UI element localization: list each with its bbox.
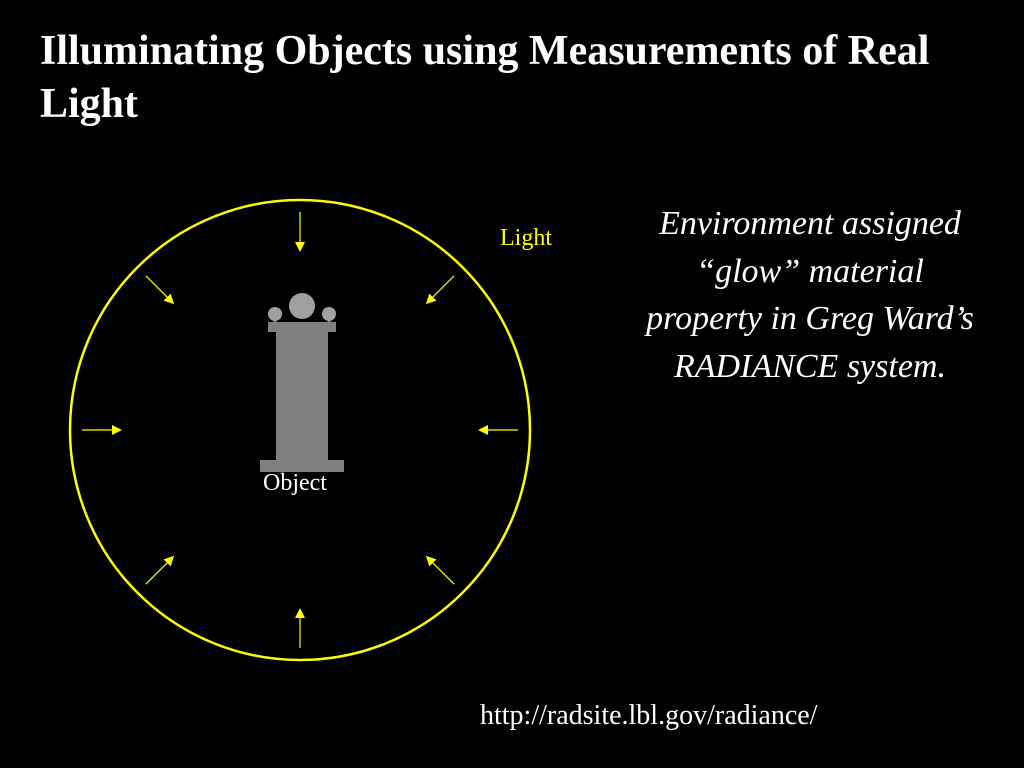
light-label: Light [500,225,552,252]
diagram-svg [50,180,550,680]
slide: Illuminating Objects using Measurements … [0,0,1024,768]
body-text: Environment assigned “glow” material pro… [640,200,980,390]
slide-title: Illuminating Objects using Measurements … [40,25,1024,130]
object-label: Object [263,470,327,497]
url-text: http://radsite.lbl.gov/radiance/ [480,700,817,732]
light-diagram: Light Object [50,180,550,680]
